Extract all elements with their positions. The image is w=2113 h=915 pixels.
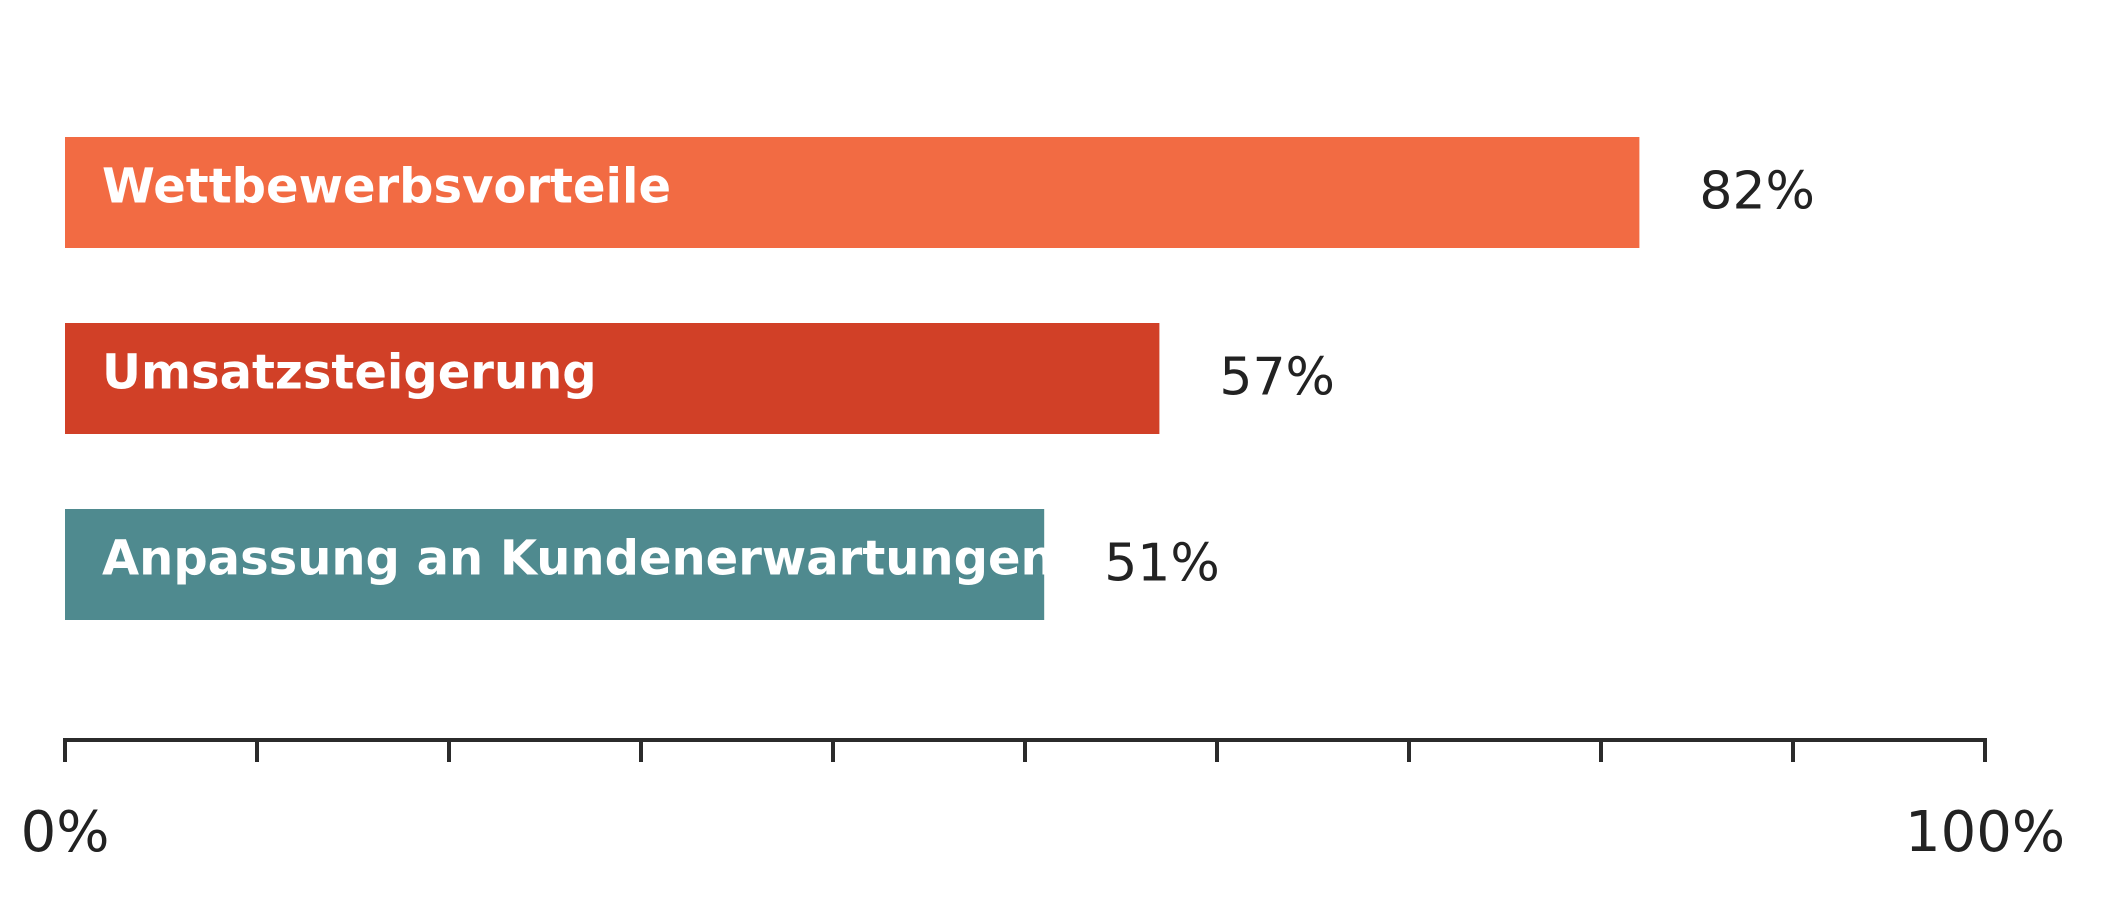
bar — [65, 509, 1045, 620]
bar-category-label: Anpassung an Kundenerwartungen — [102, 531, 1055, 587]
value-label: 82% — [1699, 162, 1815, 222]
bar — [65, 137, 1640, 248]
x-tick-label: 100% — [1905, 800, 2065, 865]
bar-category-label: Wettbewerbsvorteile — [102, 159, 671, 215]
value-label: 57% — [1219, 348, 1335, 408]
bar — [65, 323, 1160, 434]
bar-category-label: Umsatzsteigerung — [102, 345, 597, 401]
value-label: 51% — [1104, 534, 1220, 594]
x-tick-label: 0% — [21, 800, 110, 865]
